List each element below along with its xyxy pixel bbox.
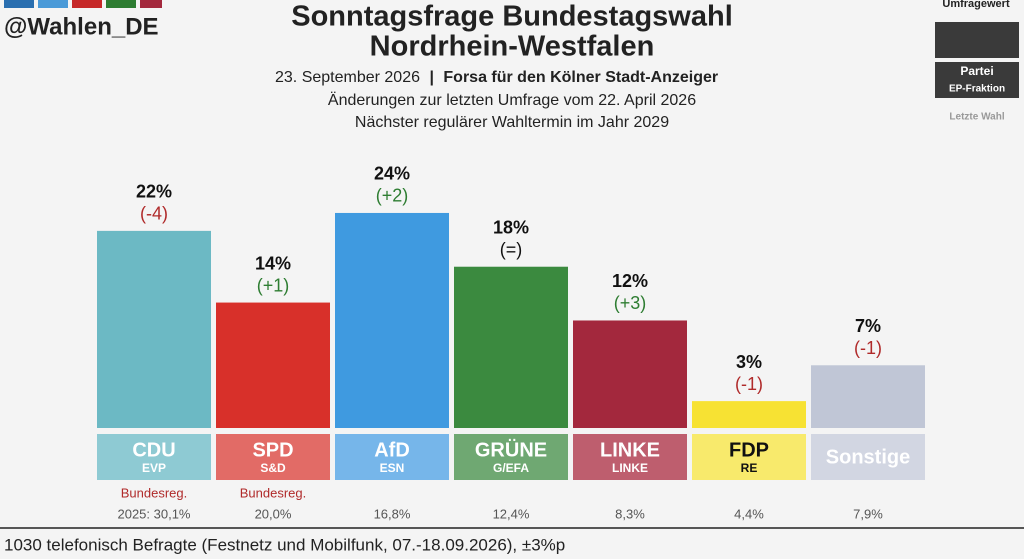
change-label: (+3) xyxy=(614,293,647,313)
change-label: (-4) xyxy=(140,204,168,224)
bar xyxy=(335,212,449,428)
party-box xyxy=(692,434,806,480)
change-label: (-1) xyxy=(735,374,763,394)
change-label: (+1) xyxy=(257,275,290,295)
legend-fraction: EP-Fraktion xyxy=(949,84,1005,95)
legend-box: Umfragewert Partei EP-Fraktion Letzte Wa… xyxy=(935,0,1019,123)
title: Sonntagsfrage Bundestagswahl xyxy=(291,1,733,33)
last-election: 12,4% xyxy=(493,506,530,521)
legend-last: Letzte Wahl xyxy=(949,112,1004,123)
party-box xyxy=(216,434,330,480)
last-election: 8,3% xyxy=(615,506,645,521)
legend-swatch xyxy=(935,62,1019,98)
bar xyxy=(811,365,925,428)
party-name: LINKE xyxy=(600,439,660,461)
party-fraction: LINKE xyxy=(612,461,648,475)
party-box xyxy=(811,434,925,480)
legend-party: Partei xyxy=(960,64,993,78)
bar xyxy=(573,320,687,428)
title: Nordrhein-Westfalen xyxy=(370,31,655,63)
bar xyxy=(97,230,211,428)
party-box xyxy=(335,434,449,480)
last-election: 2025: 30,1% xyxy=(117,506,190,521)
party-fraction: RE xyxy=(741,461,758,475)
government-label: Bundesreg. xyxy=(240,485,307,500)
subtitle-line: 23. September 2026 | Forsa für den Kölne… xyxy=(275,69,718,86)
source: Forsa für den Kölner Stadt-Anzeiger xyxy=(443,69,718,86)
value-label: 7% xyxy=(855,316,881,336)
party-name: AfD xyxy=(374,439,410,461)
party-name: GRÜNE xyxy=(475,438,547,461)
footnote: 1030 telefonisch Befragte (Festnetz und … xyxy=(4,535,565,554)
party-box xyxy=(573,434,687,480)
value-label: 12% xyxy=(612,271,648,291)
value-label: 3% xyxy=(736,352,762,372)
bar xyxy=(216,302,330,428)
value-label: 18% xyxy=(493,217,529,237)
legend-swatch xyxy=(935,22,1019,58)
party-box xyxy=(454,434,568,480)
party-box xyxy=(97,434,211,480)
logo xyxy=(4,0,162,8)
last-election: 16,8% xyxy=(374,506,411,521)
last-election: 4,4% xyxy=(734,506,764,521)
subtitle: Änderungen zur letzten Umfrage vom 22. A… xyxy=(328,91,696,109)
party-fraction: EVP xyxy=(142,461,166,475)
change-label: (+2) xyxy=(376,186,409,206)
change-label: (=) xyxy=(500,239,523,259)
government-label: Bundesreg. xyxy=(121,485,188,500)
last-election: 20,0% xyxy=(255,506,292,521)
legend-poll: Umfragewert xyxy=(942,0,1010,10)
subtitle: Nächster regulärer Wahltermin im Jahr 20… xyxy=(355,114,669,131)
bar xyxy=(454,266,568,428)
party-name: Sonstige xyxy=(826,446,910,468)
party-fraction: ESN xyxy=(380,461,405,475)
party-fraction: S&D xyxy=(260,461,286,475)
value-label: 22% xyxy=(136,182,172,202)
last-election: 7,9% xyxy=(853,506,883,521)
date: 23. September 2026 xyxy=(275,69,420,86)
party-fraction: G/EFA xyxy=(493,461,529,475)
change-label: (-1) xyxy=(854,338,882,358)
party-name: SPD xyxy=(252,439,293,461)
party-name: FDP xyxy=(729,439,769,461)
handle: @Wahlen_DE xyxy=(4,13,159,40)
party-name: CDU xyxy=(132,439,175,461)
value-label: 14% xyxy=(255,253,291,273)
separator: | xyxy=(429,69,433,86)
bar xyxy=(692,401,806,428)
value-label: 24% xyxy=(374,164,410,184)
